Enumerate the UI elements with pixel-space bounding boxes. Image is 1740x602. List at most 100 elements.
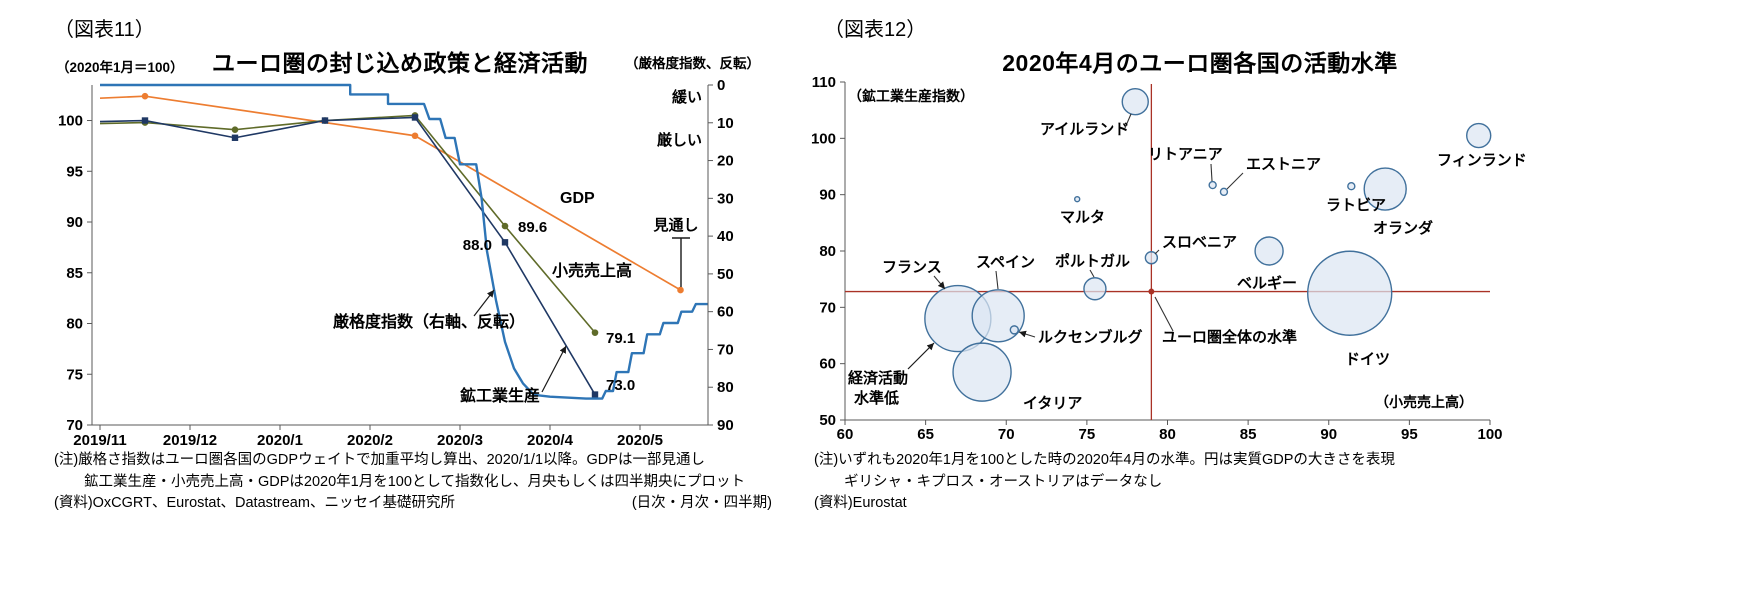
fig11-right-tick-80: 80 (717, 379, 734, 396)
fig11-x-tick-2020/3: 2020/3 (437, 432, 483, 449)
label-スロベニア: スロベニア (1162, 234, 1237, 251)
bubble-エストニア (1219, 187, 1229, 197)
bubble-ルクセンブルグ (1009, 325, 1020, 335)
fig11-left-tick-95: 95 (66, 163, 83, 180)
fig11-x-tick-2020/4: 2020/4 (527, 432, 574, 449)
fig11-note-line1: (注)厳格さ指数はユーロ圏各国のGDPウェイトで加重平均し算出、2020/1/1… (54, 452, 705, 468)
fig11-right-tick-70: 70 (717, 341, 734, 358)
fig11-left-tick-75: 75 (66, 366, 83, 383)
bubble-スロベニア (1144, 251, 1159, 265)
bubble-オランダ (1363, 167, 1407, 211)
marker-小売売上高 (501, 222, 509, 230)
label-low-activity-1: 経済活動 (848, 369, 908, 387)
fig12-notes: (注)いずれも2020年1月を100とした時の2020年4月の水準。円は実質GD… (814, 450, 1514, 515)
fig12-y-axis-label: （鉱工業生産指数） (848, 88, 974, 104)
label-フィンランド: フィンランド (1437, 152, 1527, 169)
fig12-source: (資料)Eurostat (814, 495, 907, 511)
label-ベルギー: ベルギー (1237, 274, 1297, 292)
fig11-right-tick-30: 30 (717, 190, 734, 207)
label-アイルランド: アイルランド (1040, 121, 1129, 138)
fig11-x-tick-2019/12: 2019/12 (163, 432, 217, 449)
bubble-フィンランド (1466, 122, 1492, 149)
label-イタリア: イタリア (1023, 395, 1082, 412)
bubble-ポルトガル (1083, 277, 1107, 301)
leader-フランス (933, 275, 946, 290)
fig11-x-tick-2020/2: 2020/2 (347, 432, 393, 449)
figure11-tag: （図表11） (54, 19, 155, 41)
fig11-left-tick-85: 85 (66, 265, 83, 282)
fig12-x-tick-80: 80 (1159, 426, 1176, 443)
fig11-annotation-88.0: 88.0 (463, 237, 492, 254)
fig12-x-tick-60: 60 (837, 426, 854, 443)
fig12-x-tick-100: 100 (1477, 426, 1502, 443)
fig11-right-tick-0: 0 (717, 77, 725, 94)
fig11-note-line2: 鉱工業生産・小売売上高・GDPは2020年1月を100として指数化し、月央もしく… (84, 473, 745, 490)
bubble-ラトビア (1347, 182, 1356, 191)
fig11-left-tick-80: 80 (66, 316, 83, 333)
leader-ルクセンブルグ (1018, 330, 1036, 338)
fig12-x-tick-85: 85 (1240, 426, 1257, 443)
fig12-x-tick-75: 75 (1079, 426, 1096, 443)
label-リトアニア: リトアニア (1148, 146, 1223, 163)
fig11-annotation-厳格度指数（右軸、反転）: 厳格度指数（右軸、反転） (333, 312, 525, 331)
fig11-x-tick-2019/11: 2019/11 (73, 432, 126, 449)
label-ラトビア: ラトビア (1326, 197, 1386, 214)
fig12-x-tick-70: 70 (998, 426, 1015, 443)
fig11-annotation-79.1: 79.1 (606, 330, 635, 347)
bubble-ベルギー (1254, 236, 1284, 266)
fig11-annotation-89.6: 89.6 (518, 219, 547, 236)
fig11-annotation-小売売上高: 小売売上高 (552, 261, 632, 280)
fig11-right-tick-20: 20 (717, 153, 734, 170)
series-厳格度指数（右軸、反転） (100, 83, 708, 400)
bubble-アイルランド (1121, 88, 1149, 116)
leader-エストニア (1226, 172, 1244, 190)
bubble-ドイツ (1307, 250, 1393, 336)
label-low-activity-2: 水準低 (854, 389, 899, 407)
fig11-annotation-緩い: 緩い (672, 88, 702, 106)
series-GDP (99, 95, 681, 291)
fig12-x-tick-95: 95 (1401, 426, 1418, 443)
bubble-マルタ (1074, 195, 1081, 203)
marker-鉱工業生産 (411, 114, 419, 121)
fig12-x-tick-65: 65 (917, 426, 934, 443)
fig12-note-line2: ギリシャ・キプロス・オーストリアはデータなし (844, 473, 1163, 490)
fig11-right-tick-40: 40 (717, 228, 734, 245)
marker-GDP (411, 132, 419, 140)
fig11-right-tick-50: 50 (717, 266, 734, 283)
label-エストニア: エストニア (1246, 156, 1321, 173)
fig11-source: (資料)OxCGRT、Eurostat、Datastream、ニッセイ基礎研究所 (54, 495, 455, 511)
bubble-イタリア (952, 342, 1012, 402)
marker-小売売上高 (231, 126, 239, 133)
leader-リトアニア (1210, 163, 1213, 182)
fig12-note-line1: (注)いずれも2020年1月を100とした時の2020年4月の水準。円は実質GD… (814, 452, 1395, 468)
figure11-title: ユーロ圏の封じ込め政策と経済活動 (212, 50, 588, 76)
fig11-left-tick-70: 70 (66, 417, 83, 434)
fig11-right-tick-10: 10 (717, 115, 734, 132)
leader-スロベニア (1154, 249, 1160, 255)
leader-スペイン (995, 270, 999, 290)
fig11-annotation-73.0: 73.0 (606, 377, 635, 394)
fig12-x-axis-label: （小売売上高） (1375, 394, 1473, 410)
fig11-annotation-厳しい: 厳しい (657, 131, 702, 149)
marker-小売売上高 (591, 329, 599, 336)
marker-GDP (141, 92, 149, 100)
fig11-x-tick-2020/5: 2020/5 (617, 432, 663, 449)
fig11-line-chart: 100 95 90 85 80 75 70 0 10 20 30 40 50 60 70 80 90 2019/1… (58, 77, 734, 449)
marker-鉱工業生産 (321, 117, 329, 124)
label-マルタ: マルタ (1060, 209, 1105, 226)
fig11-annotation-arrow-1 (541, 345, 567, 393)
marker-GDP (677, 286, 684, 294)
label-euro-area-level: ユーロ圏全体の水準 (1162, 328, 1297, 346)
fig11-left-tick-100: 100 (58, 113, 83, 130)
label-ポルトガル: ポルトガル (1055, 252, 1130, 270)
fig12-y-tick-60: 60 (819, 356, 836, 373)
fig11-left-axis-note: （2020年1月＝100） (56, 60, 184, 75)
marker-鉱工業生産 (501, 239, 509, 246)
figure12-tag: （図表12） (824, 19, 927, 41)
marker-鉱工業生産 (141, 117, 149, 124)
fig12-y-tick-100: 100 (811, 130, 836, 147)
fig12-y-tick-110: 110 (812, 74, 836, 91)
leader-ポルトガル (1089, 269, 1095, 278)
